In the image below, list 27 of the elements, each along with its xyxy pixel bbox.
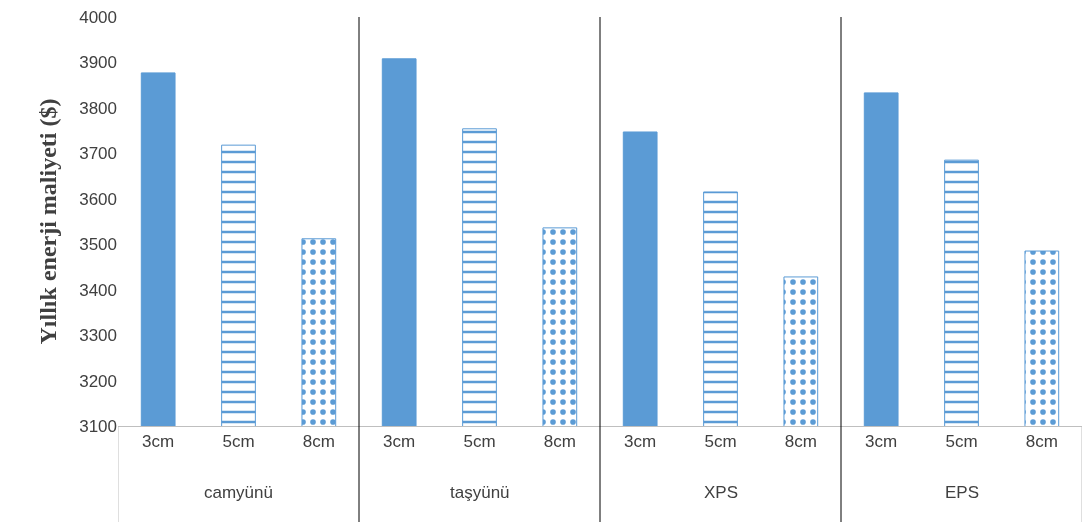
y-tick-label: 3200 [79,371,117,391]
y-tick-label: 3800 [79,98,117,118]
y-tick-label: 3700 [79,144,117,164]
y-tick-label: 3900 [79,53,117,73]
y-tick-label: 3500 [79,235,117,255]
x-tick-label: 3cm [624,432,657,452]
x-tick-label: 3cm [865,432,898,452]
x-tick-label: 8cm [784,432,817,452]
x-tick-label: 8cm [302,432,335,452]
x-tick-label: 5cm [463,432,496,452]
y-tick-label: 3400 [79,280,117,300]
x-tick-label: 5cm [222,432,255,452]
text: taşyünü [450,483,510,502]
x-tick-label: 3cm [383,432,416,452]
y-tick-label: 3300 [79,326,117,346]
y-tick-label: 3100 [79,416,117,436]
x-tick-label: 5cm [704,432,737,452]
y-tick-label: 4000 [79,7,117,27]
y-axis-title: Yıllık enerji maliyeti ($) [35,98,62,345]
x-tick-label: 8cm [1025,432,1058,452]
text: camyünü [204,483,273,502]
x-tick-label: 8cm [543,432,576,452]
y-tick-label: 3600 [79,189,117,209]
text: EPS [945,483,980,502]
text: XPS [704,483,739,502]
x-tick-label: 3cm [142,432,175,452]
x-tick-label: 5cm [945,432,978,452]
